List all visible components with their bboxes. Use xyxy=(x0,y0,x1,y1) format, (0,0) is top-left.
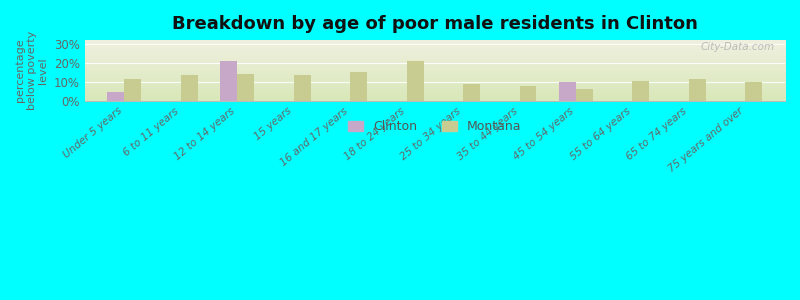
Y-axis label: percentage
below poverty
level: percentage below poverty level xyxy=(15,31,48,110)
Bar xyxy=(463,84,480,101)
Text: City-Data.com: City-Data.com xyxy=(700,42,774,52)
Bar xyxy=(294,75,310,101)
Bar xyxy=(633,81,650,101)
Bar xyxy=(519,86,537,101)
Bar xyxy=(576,88,593,101)
Bar xyxy=(107,92,124,101)
Bar xyxy=(181,75,198,101)
Legend: Clinton, Montana: Clinton, Montana xyxy=(343,116,526,139)
Bar xyxy=(689,79,706,101)
Bar xyxy=(220,61,237,101)
Title: Breakdown by age of poor male residents in Clinton: Breakdown by age of poor male residents … xyxy=(172,15,698,33)
Bar xyxy=(559,82,576,101)
Bar xyxy=(406,61,423,101)
Bar xyxy=(350,72,367,101)
Bar xyxy=(237,74,254,101)
Bar xyxy=(746,82,762,101)
Bar xyxy=(124,79,141,101)
